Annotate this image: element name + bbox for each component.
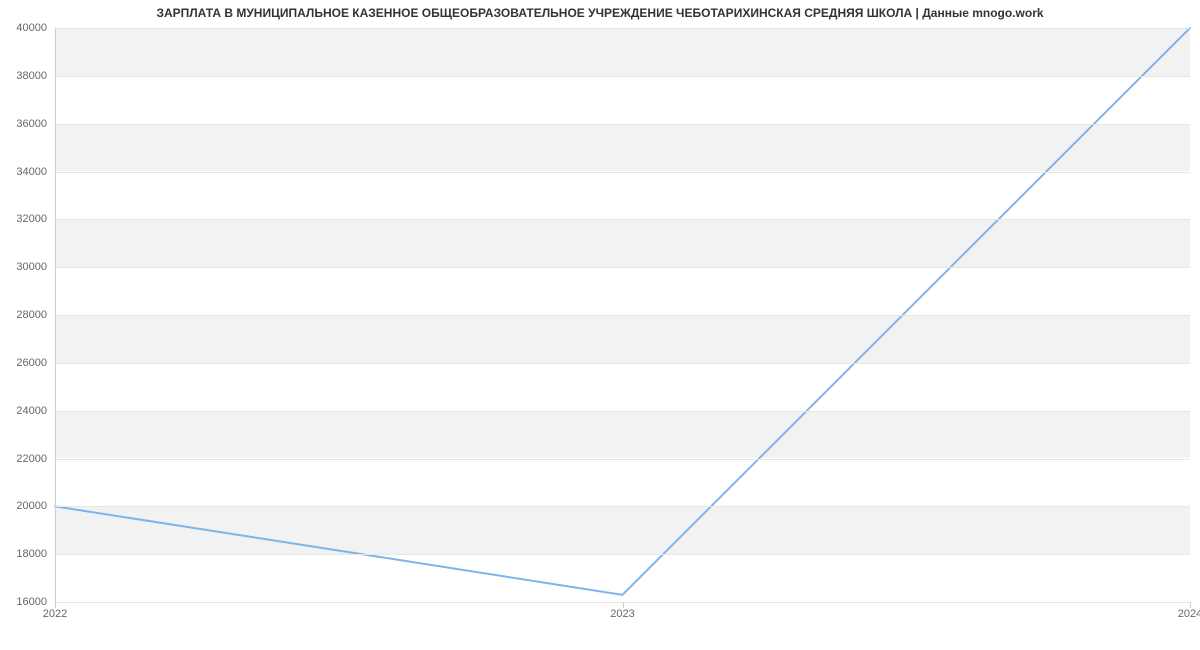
y-tick-label: 36000 xyxy=(16,118,47,130)
y-tick-label: 20000 xyxy=(16,500,47,512)
y-gridline xyxy=(55,28,1190,29)
y-gridline xyxy=(55,219,1190,220)
y-tick-label: 34000 xyxy=(16,166,47,178)
y-tick-label: 22000 xyxy=(16,453,47,465)
chart-container: ЗАРПЛАТА В МУНИЦИПАЛЬНОЕ КАЗЕННОЕ ОБЩЕОБ… xyxy=(0,0,1200,650)
x-tick-label: 2024 xyxy=(1178,608,1200,620)
y-gridline xyxy=(55,76,1190,77)
y-tick-label: 38000 xyxy=(16,70,47,82)
y-gridline xyxy=(55,172,1190,173)
y-tick-label: 16000 xyxy=(16,596,47,608)
y-tick-label: 30000 xyxy=(16,261,47,273)
y-tick-label: 28000 xyxy=(16,309,47,321)
series-line xyxy=(55,28,1190,595)
chart-title: ЗАРПЛАТА В МУНИЦИПАЛЬНОЕ КАЗЕННОЕ ОБЩЕОБ… xyxy=(0,6,1200,20)
y-gridline xyxy=(55,315,1190,316)
y-gridline xyxy=(55,506,1190,507)
y-tick-label: 26000 xyxy=(16,357,47,369)
y-gridline xyxy=(55,411,1190,412)
y-gridline xyxy=(55,267,1190,268)
plot-area: 1600018000200002200024000260002800030000… xyxy=(55,28,1190,602)
y-gridline xyxy=(55,363,1190,364)
y-tick-label: 32000 xyxy=(16,213,47,225)
y-tick-label: 24000 xyxy=(16,405,47,417)
y-gridline xyxy=(55,554,1190,555)
x-tick-label: 2022 xyxy=(43,608,67,620)
y-gridline xyxy=(55,459,1190,460)
y-tick-label: 40000 xyxy=(16,22,47,34)
y-tick-label: 18000 xyxy=(16,548,47,560)
x-tick-label: 2023 xyxy=(610,608,634,620)
y-gridline xyxy=(55,124,1190,125)
